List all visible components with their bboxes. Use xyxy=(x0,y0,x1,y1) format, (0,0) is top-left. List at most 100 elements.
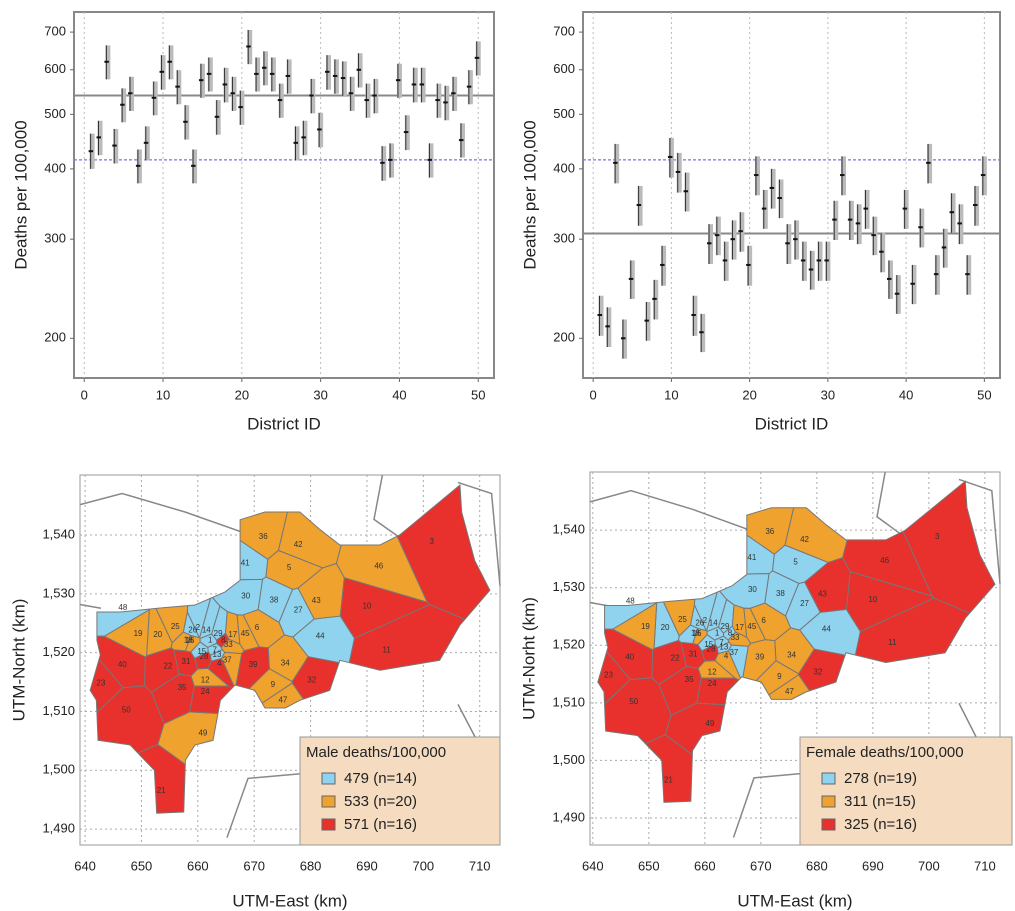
x-tick-label: 0 xyxy=(81,387,88,402)
x-tick-label: 660 xyxy=(187,858,209,873)
district-label: 10 xyxy=(362,601,371,610)
legend-swatch xyxy=(321,772,336,785)
district-label: 38 xyxy=(776,589,785,598)
district-label: 15 xyxy=(197,647,206,656)
district-label: 40 xyxy=(625,652,634,661)
district-label: 21 xyxy=(664,776,673,785)
district-label: 4 xyxy=(217,659,222,668)
district-label: 37 xyxy=(729,648,738,657)
y-tick-label: 700 xyxy=(44,24,66,39)
district-label: 2 xyxy=(703,616,708,625)
district-label: 5 xyxy=(793,557,798,566)
district-label: 39 xyxy=(249,660,258,669)
y-tick-label: 1,530 xyxy=(42,585,75,600)
y-tick-label: 1,540 xyxy=(42,526,75,541)
district xyxy=(701,643,719,662)
district-label: 26 xyxy=(695,618,704,627)
legend-label: 533 (n=20) xyxy=(344,793,417,810)
x-axis-title: District ID xyxy=(755,414,829,433)
x-tick-label: 710 xyxy=(974,858,996,873)
district-label: 46 xyxy=(374,561,383,570)
district-label: 6 xyxy=(761,616,766,625)
x-tick-label: 650 xyxy=(638,858,660,873)
panel: 0 10 20 30 40 50 200 300 400 500 600 700 District ID… xyxy=(520,11,1001,433)
x-tick-label: 690 xyxy=(356,858,378,873)
x-tick-label: 680 xyxy=(300,858,322,873)
district-label: 11 xyxy=(888,638,897,647)
district-label: 20 xyxy=(153,630,162,639)
district-label: 2 xyxy=(196,623,201,632)
y-tick-label: 400 xyxy=(44,160,66,175)
panel: 0 10 20 30 40 50 200 300 400 500 600 700 District ID… xyxy=(11,11,495,433)
district-label: 47 xyxy=(278,695,287,704)
road xyxy=(457,481,501,587)
district-label: 11 xyxy=(383,645,392,654)
y-tick-label: 600 xyxy=(553,61,575,76)
district-label: 49 xyxy=(198,728,207,737)
y-axis-title: UTM-Norht (km) xyxy=(9,599,28,722)
x-axis-title: UTM-East (km) xyxy=(737,891,852,910)
road xyxy=(958,478,1001,584)
district-label: 44 xyxy=(822,624,831,633)
x-tick-label: 700 xyxy=(412,858,434,873)
legend-swatch xyxy=(821,795,836,808)
district-label: 34 xyxy=(787,651,796,660)
y-tick-label: 300 xyxy=(44,231,66,246)
district-label: 39 xyxy=(755,652,764,661)
district xyxy=(727,631,752,647)
x-tick-label: 40 xyxy=(899,387,913,402)
district-label: 19 xyxy=(641,622,650,631)
y-tick-label: 1,520 xyxy=(42,644,75,659)
district-label: 40 xyxy=(118,660,127,669)
district-label: 9 xyxy=(777,672,782,681)
district-label: 29 xyxy=(214,629,223,638)
y-tick-label: 1,500 xyxy=(552,752,585,767)
x-tick-label: 50 xyxy=(977,387,991,402)
legend-swatch xyxy=(821,772,836,785)
district-label: 33 xyxy=(224,640,233,649)
x-tick-label: 700 xyxy=(918,858,940,873)
x-tick-label: 710 xyxy=(469,858,491,873)
x-tick-label: 30 xyxy=(821,387,835,402)
legend-title: Female deaths/100,000 xyxy=(806,744,964,761)
district-label: 1 xyxy=(208,635,213,644)
district-label: 12 xyxy=(201,675,210,684)
district-label: 15 xyxy=(704,640,713,649)
district-label: 26 xyxy=(188,625,197,634)
x-tick-label: 20 xyxy=(235,387,249,402)
district-label: 28 xyxy=(707,644,716,653)
district-label: 17 xyxy=(735,623,744,632)
x-tick-label: 670 xyxy=(243,858,265,873)
district-label: 23 xyxy=(96,678,105,687)
district-label: 8 xyxy=(728,628,733,637)
y-tick-label: 1,540 xyxy=(552,522,585,537)
district-label: 34 xyxy=(281,658,290,667)
district-label: 6 xyxy=(255,623,260,632)
district-label: 45 xyxy=(747,622,756,631)
district-label: 23 xyxy=(604,670,613,679)
x-axis-title: District ID xyxy=(247,414,321,433)
legend-label: 278 (n=19) xyxy=(844,770,917,787)
district xyxy=(804,557,851,613)
district-label: 19 xyxy=(134,629,143,638)
x-tick-label: 690 xyxy=(862,858,884,873)
y-tick-label: 1,510 xyxy=(42,703,75,718)
y-tick-label: 1,490 xyxy=(42,821,75,836)
district-label: 10 xyxy=(868,595,877,604)
district xyxy=(749,602,792,642)
legend-swatch xyxy=(321,818,336,831)
district-label: 45 xyxy=(241,629,250,638)
district-label: 36 xyxy=(765,527,774,536)
district-label: 50 xyxy=(122,705,131,714)
district-label: 47 xyxy=(785,687,794,696)
district-label: 18 xyxy=(184,635,193,644)
district-label: 35 xyxy=(685,675,694,684)
district-label: 31 xyxy=(689,650,698,659)
y-axis-title: UTM-Norht (km) xyxy=(519,597,538,720)
district-label: 29 xyxy=(721,622,730,631)
district-label: 3 xyxy=(430,537,435,546)
legend-swatch xyxy=(821,818,836,831)
x-tick-label: 50 xyxy=(471,387,485,402)
district-label: 9 xyxy=(271,680,276,689)
district-label: 24 xyxy=(708,679,717,688)
